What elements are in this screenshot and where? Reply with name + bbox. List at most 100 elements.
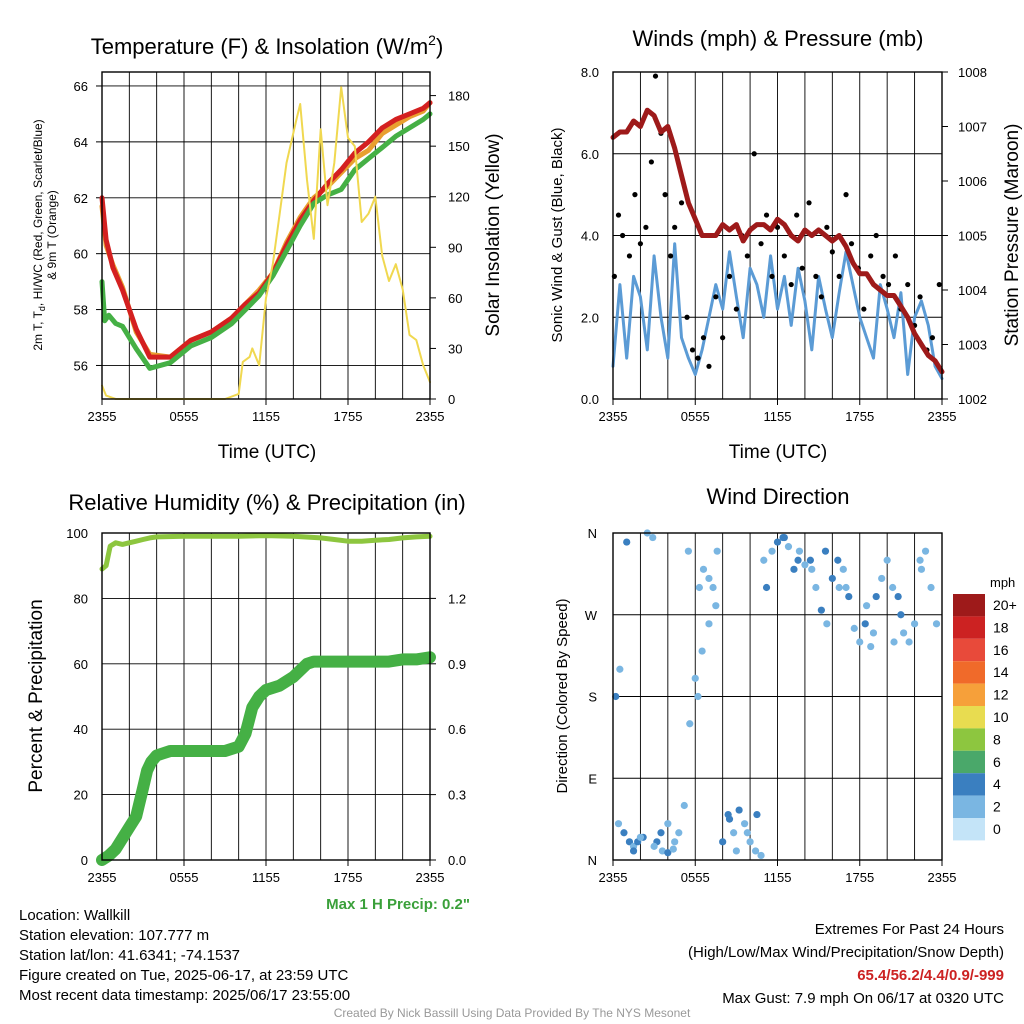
pressure-ylabel: Station Pressure (Maroon) [1002,124,1023,347]
x-tick-label: 0555 [170,870,199,885]
direction-point [835,583,843,592]
direction-point [867,642,875,651]
x-tick-label: 1755 [845,409,874,424]
direction-point [671,838,679,846]
y2-tick-label: 1006 [958,174,987,189]
gust-point [713,294,719,300]
direction-point [649,533,657,542]
direction-point [719,838,727,846]
legend-label: 14 [993,664,1009,680]
gust-point [880,273,886,279]
direction-point [762,583,771,592]
legend-swatch [953,818,985,841]
y-tick-label: N [588,526,597,541]
gust-point [818,294,824,300]
direction-point [664,849,672,857]
gust-point [936,281,942,288]
wind-direction-title: Wind Direction [706,484,849,509]
temperature-panel: Temperature (F) & Insolation (W/m2) Time… [31,32,504,463]
y2-tick-label: 90 [448,240,462,255]
legend-swatch [953,750,985,774]
station-info: Location: Wallkill Station elevation: 10… [19,906,350,1006]
x-tick-label: 1155 [252,409,280,424]
winds-ylabel: Sonic Wind & Gust (Blue, Black) [549,127,566,342]
direction-point [629,847,638,855]
legend-label: 4 [993,776,1001,792]
gust-point [632,192,638,198]
gust-point [848,241,855,247]
direction-point [612,692,620,701]
x-tick-label: 1155 [764,870,792,885]
legend-swatch [953,683,985,706]
direction-point [790,565,798,573]
direction-point [869,629,878,637]
gust-point [774,224,781,230]
plot-border [101,532,431,861]
gust-point [917,294,923,300]
y2-tick-label: 60 [448,291,462,306]
direction-point [817,606,825,614]
extremes-block: Extremes For Past 24 Hours (High/Low/Max… [688,918,1004,1010]
y-tick-label: 6.0 [581,147,599,162]
y-tick-label: 20 [74,788,88,803]
x-tick-label: 0555 [681,870,710,885]
direction-point [910,620,919,628]
direction-point [795,547,804,555]
legend-label: 18 [993,619,1009,635]
gust-point [813,273,819,279]
y-tick-label: 0.0 [581,392,599,407]
humidity-title: Relative Humidity (%) & Precipitation (i… [68,490,465,515]
y2-tick-label: 0.9 [448,657,466,672]
y-tick-label: 100 [66,526,88,541]
direction-point [732,847,740,855]
legend-label: 8 [993,731,1001,747]
direction-point [616,665,624,673]
direction-point [768,547,776,555]
gust-point [799,265,805,271]
x-tick-label: 1155 [764,409,792,424]
temperature-title: Temperature (F) & Insolation (W/m2) [91,32,444,59]
y2-tick-label: 0.6 [448,722,466,737]
direction-point [872,592,880,601]
direction-point [686,720,694,728]
x-tick-label: 0555 [170,409,199,424]
plot-border [101,71,431,400]
extremes-title: Extremes For Past 24 Hours [814,921,1004,938]
gust-point [667,253,674,259]
station-location: Location: Wallkill [19,907,131,924]
plot-area-2: 2355 0555 1155 1755 23550.02.04.06.08.010021… [581,65,987,424]
x-tick-label: 2355 [928,409,957,424]
y-tick-label: 40 [74,722,88,737]
gust-point [637,241,644,247]
direction-point [699,565,708,573]
credit-line: Created By Nick Bassill Using Data Provi… [333,1006,691,1020]
plot-area-3: 2355 0555 1155 1755 23550204060801000.00.30.… [66,526,466,885]
humidity-panel: Relative Humidity (%) & Precipitation (i… [26,490,466,793]
insolation-ylabel: Solar Insolation (Yellow) [483,133,504,336]
gust-point [929,335,936,341]
gust-point [829,249,835,255]
legend-label: 16 [993,642,1009,658]
y2-tick-label: 1.2 [448,591,466,606]
legend-label: 10 [993,709,1009,725]
legend-title: mph [990,575,1015,590]
gust-point [868,253,874,259]
direction-point [753,810,761,819]
x-tick-label: 1755 [845,870,874,885]
y-tick-label: 4.0 [581,229,599,244]
extremes-values: 65.4/56.2/4.4/0.9/-999 [857,967,1004,984]
direction-point [773,538,782,546]
wind-direction-ylabel: Direction (Colored By Speed) [554,598,571,793]
direction-point [614,820,623,828]
gust-point [788,281,794,288]
gust-point [843,192,849,198]
legend-swatch [953,661,985,684]
direction-point [878,574,886,583]
direction-point [698,647,706,655]
legend-swatch [953,795,985,818]
x-tick-label: 2355 [416,409,445,424]
gust-point [720,335,726,341]
y-tick-label: 66 [74,79,88,94]
direction-point [784,543,793,551]
